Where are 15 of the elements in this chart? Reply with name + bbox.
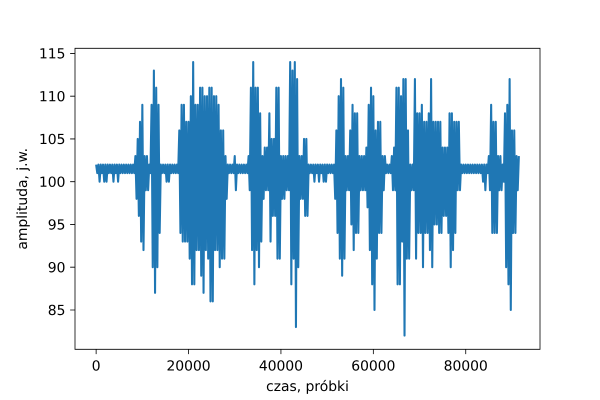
y-tick-label: 90 xyxy=(48,262,64,272)
x-tick-label: 60000 xyxy=(352,360,394,371)
y-axis-title: amplituda, j.w. xyxy=(16,149,30,249)
y-tick-label: 95 xyxy=(48,219,64,230)
x-tick-label: 0 xyxy=(92,360,100,371)
y-tick-label: 85 xyxy=(48,304,64,316)
x-tick-label: 20000 xyxy=(168,360,210,371)
x-tick-label: 80000 xyxy=(444,360,487,371)
y-tick-label: 100 xyxy=(40,176,64,187)
x-axis-title: czas, próbki xyxy=(266,380,348,394)
y-tick-label: 110 xyxy=(40,90,64,102)
line-series xyxy=(95,60,520,337)
y-tick-label: 115 xyxy=(40,48,64,59)
y-tick-label: 105 xyxy=(40,134,64,144)
x-tick-label: 40000 xyxy=(260,360,302,371)
